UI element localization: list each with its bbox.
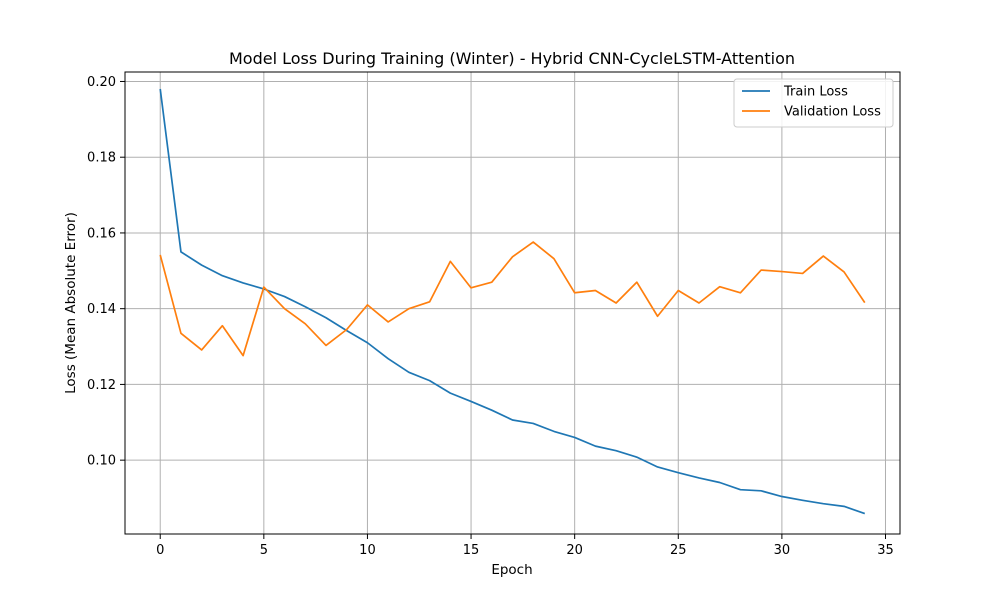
x-tick-label: 25	[670, 543, 687, 558]
y-tick-label: 0.10	[87, 454, 116, 469]
x-axis-label: Epoch	[491, 562, 532, 578]
x-tick-label: 10	[359, 543, 376, 558]
legend-label-validation-loss: Validation Loss	[784, 105, 881, 120]
legend-label-train-loss: Train Loss	[783, 85, 848, 100]
y-axis-label: Loss (Mean Absolute Error)	[63, 212, 79, 394]
x-tick-label: 5	[260, 543, 268, 558]
legend: Train Loss Validation Loss	[733, 78, 894, 128]
x-tick-label: 15	[463, 543, 480, 558]
x-tick-label: 35	[877, 543, 894, 558]
y-tick-label: 0.18	[87, 151, 116, 166]
x-tick-label: 0	[156, 543, 164, 558]
y-tick-label: 0.12	[87, 378, 116, 393]
y-tick-label: 0.16	[87, 226, 116, 241]
grid	[125, 72, 900, 534]
train-loss-line	[159, 88, 866, 515]
y-tick-label: 0.14	[87, 302, 116, 317]
x-axis: 0 5 10 15 20 25 30 35	[156, 534, 894, 558]
plot-frame	[124, 71, 901, 535]
y-axis: 0.10 0.12 0.14 0.16 0.18 0.20	[87, 75, 125, 469]
x-tick-label: 30	[774, 543, 791, 558]
y-tick-label: 0.20	[87, 75, 116, 90]
series-layer	[159, 88, 866, 515]
validation-loss-line	[159, 241, 866, 357]
legend-box	[733, 78, 894, 128]
x-tick-label: 20	[566, 543, 583, 558]
chart-title: Model Loss During Training (Winter) - Hy…	[229, 49, 795, 68]
